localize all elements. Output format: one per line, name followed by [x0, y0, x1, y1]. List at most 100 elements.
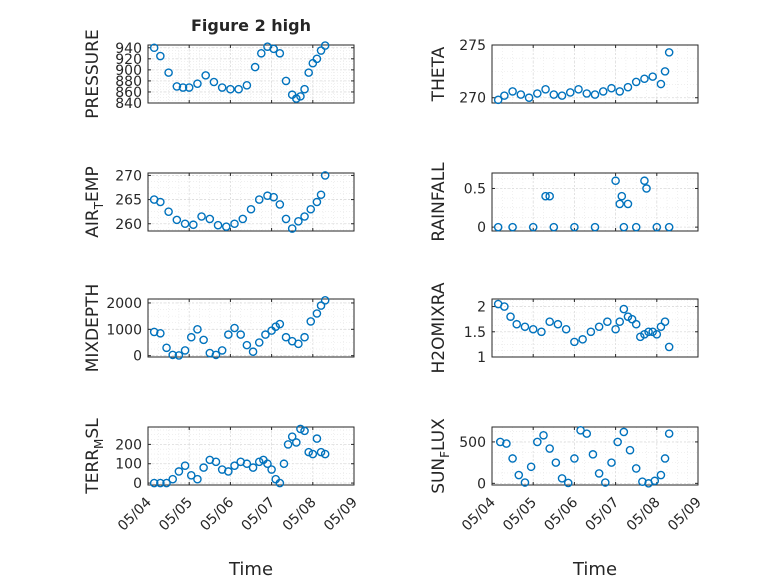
data-point: [320, 171, 330, 180]
data-point: [590, 90, 600, 99]
data-point: [201, 71, 210, 80]
data-point: [261, 330, 270, 339]
x-tick-label: 05/05: [156, 495, 196, 535]
data-point: [248, 463, 258, 472]
data-point: [664, 429, 674, 438]
data-point: [316, 301, 326, 310]
subplot-h2omixra: 1 1.5 2 H2OMIXRA: [429, 282, 699, 374]
data-point: [506, 312, 515, 321]
data-point: [625, 445, 635, 455]
y-tick-label: 900: [115, 63, 142, 79]
y-tick-label: 1: [477, 350, 486, 366]
y-tick-label: 840: [115, 96, 142, 112]
y-tick-label: 940: [115, 41, 142, 57]
data-point: [642, 184, 651, 193]
data-point: [296, 92, 305, 101]
data-point: [601, 478, 610, 487]
figure-title: Figure 2 high: [191, 16, 311, 35]
data-point: [304, 447, 313, 457]
data-point: [533, 89, 542, 98]
data-point: [294, 217, 303, 226]
data-point: [520, 478, 530, 487]
data-point: [256, 48, 266, 58]
data-point: [570, 337, 579, 347]
data-point: [563, 478, 573, 488]
data-point: [184, 83, 194, 92]
y-tick-label: 260: [115, 217, 142, 233]
subplot-air-temp: 260 265 270 AIRTEMP: [83, 166, 355, 238]
data-point: [533, 437, 542, 447]
data-point: [312, 309, 322, 318]
data-point: [316, 447, 326, 457]
y-tick-label: 0: [133, 349, 142, 365]
x-tick-label: 05/09: [321, 495, 361, 535]
data-point: [588, 450, 598, 459]
data-point: [631, 464, 641, 473]
data-point: [650, 476, 660, 486]
plot-area: [492, 299, 698, 357]
data-point: [526, 462, 536, 472]
y-tick-label: 200: [115, 437, 142, 453]
y-tick-label: 0.5: [464, 181, 486, 197]
data-point: [539, 430, 548, 440]
data-point: [304, 68, 313, 77]
data-point: [263, 191, 272, 201]
ylabel: RAINFALL: [429, 162, 449, 242]
y-tick-label: 100: [115, 457, 142, 473]
ylabel: H2OMIXRA: [429, 282, 449, 373]
data-point: [172, 82, 182, 91]
data-point: [308, 449, 318, 459]
data-point: [300, 84, 309, 94]
data-point: [664, 222, 674, 232]
data-point: [172, 215, 182, 225]
y-tick-label: 500: [459, 435, 486, 451]
data-point: [656, 470, 666, 480]
data-point: [242, 340, 252, 350]
ylabel: TERRMSL: [83, 418, 106, 495]
data-point: [306, 317, 316, 326]
data-point: [570, 222, 579, 232]
data-point: [149, 43, 159, 53]
data-point: [652, 222, 662, 232]
data-point: [287, 432, 297, 441]
data-point: [551, 458, 561, 467]
x-tick-label: 05/08: [624, 495, 664, 535]
data-point: [287, 224, 297, 233]
data-point: [586, 327, 596, 337]
data-point: [211, 457, 221, 467]
data-point: [320, 296, 330, 305]
x-tick-label: 05/07: [239, 495, 279, 535]
data-point: [545, 317, 554, 326]
data-point: [193, 474, 202, 484]
data-point: [561, 324, 571, 334]
x-tick-label: 05/09: [665, 495, 705, 535]
data-point: [283, 440, 293, 449]
data-point: [162, 478, 171, 488]
y-tick-label: 0: [477, 476, 486, 492]
data-point: [186, 332, 196, 342]
plot-area: [492, 173, 698, 231]
axis-box: [147, 44, 355, 104]
y-tick-label: 2000: [106, 296, 142, 312]
data-point: [275, 478, 285, 488]
data-point: [594, 469, 604, 478]
data-point: [493, 95, 503, 105]
x-tick-label: 05/04: [115, 494, 155, 534]
data-point: [193, 79, 202, 88]
y-tick-label: 2: [477, 300, 486, 316]
data-point: [320, 449, 330, 459]
data-point: [164, 68, 173, 77]
data-point: [174, 467, 184, 476]
data-point: [180, 461, 190, 470]
data-point: [316, 190, 326, 200]
data-point: [623, 199, 633, 209]
axis-box: [147, 172, 355, 232]
data-point: [312, 54, 322, 64]
data-point: [508, 454, 517, 463]
axis-box: [147, 426, 355, 486]
data-point: [254, 338, 264, 347]
data-point: [156, 197, 165, 207]
data-point: [537, 327, 546, 337]
data-point: [275, 319, 285, 329]
data-point: [520, 322, 530, 332]
